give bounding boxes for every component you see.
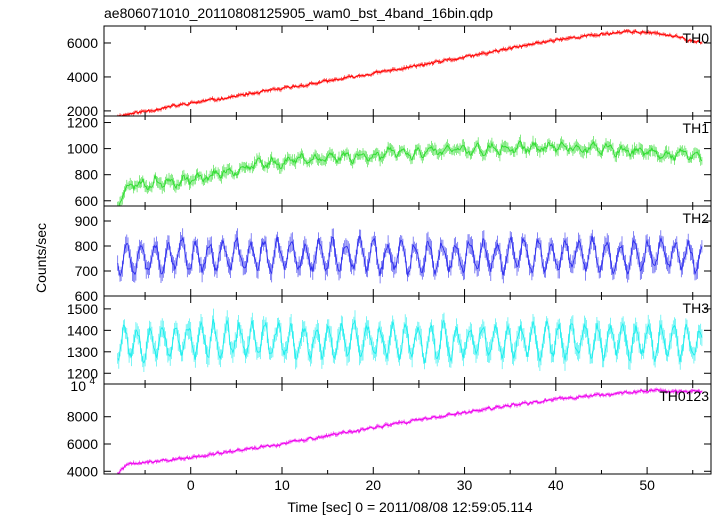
series-label-th0: TH0 bbox=[683, 30, 710, 46]
y-tick-label: 4000 bbox=[67, 463, 98, 479]
y-axis-label: Counts/sec bbox=[33, 223, 49, 293]
series-label-th0123: TH0123 bbox=[659, 388, 709, 404]
series-line-th2 bbox=[117, 234, 703, 278]
x-tick-label: 30 bbox=[457, 477, 473, 493]
panel-th1: 600 800 1000 1200 TH1 bbox=[67, 115, 712, 209]
x-tick-label: 0 bbox=[187, 477, 195, 493]
series-line-th3 bbox=[117, 318, 703, 364]
panel-th0: 2000 4000 6000 TH0 bbox=[67, 25, 712, 119]
y-tick-label: 6000 bbox=[67, 436, 98, 452]
y-tick-label: 6000 bbox=[67, 35, 98, 51]
y-tick-label: 1500 bbox=[67, 301, 98, 317]
x-tick-labels: 0 10 20 30 40 50 bbox=[187, 477, 655, 493]
y-tick-label: 8000 bbox=[67, 409, 98, 425]
series-line-th1 bbox=[117, 140, 703, 207]
x-axis-label: Time [sec] 0 = 2011/08/08 12:59:05.114 bbox=[287, 499, 533, 515]
x-tick-label: 40 bbox=[548, 477, 564, 493]
panel-frame bbox=[103, 115, 712, 207]
chart-title: ae806071010_20110808125905_wam0_bst_4ban… bbox=[104, 5, 493, 21]
series-label-th1: TH1 bbox=[683, 120, 710, 136]
series-line-th0 bbox=[117, 29, 703, 117]
x-tick-label: 10 bbox=[274, 477, 290, 493]
y-tick-label: 800 bbox=[75, 238, 99, 254]
y-tick-label-top: 10 bbox=[70, 378, 86, 394]
panel-th0123: 4000 6000 8000 10 4 TH0123 bbox=[67, 376, 712, 479]
y-tick-label: 2000 bbox=[67, 103, 98, 119]
series-label-th3: TH3 bbox=[683, 300, 710, 316]
error-bars-th0 bbox=[117, 29, 703, 116]
series-label-th2: TH2 bbox=[683, 210, 710, 226]
panel-frame bbox=[103, 383, 712, 475]
y-tick-label: 1300 bbox=[67, 344, 98, 360]
y-tick-label: 1200 bbox=[67, 365, 98, 381]
panel-th3: 1200 1300 1400 1500 TH3 bbox=[67, 295, 712, 385]
y-tick-label-exponent: 4 bbox=[89, 376, 95, 387]
x-tick-label: 20 bbox=[365, 477, 381, 493]
y-tick-label: 1400 bbox=[67, 322, 98, 338]
x-tick-label: 50 bbox=[639, 477, 655, 493]
y-tick-label: 700 bbox=[75, 263, 99, 279]
series-line-th0123 bbox=[117, 388, 703, 475]
y-tick-label: 600 bbox=[75, 193, 99, 209]
y-tick-label: 4000 bbox=[67, 69, 98, 85]
panel-th2: 600 700 800 900 TH2 bbox=[75, 205, 712, 304]
y-tick-label: 800 bbox=[75, 167, 99, 183]
error-bars-th2 bbox=[117, 228, 703, 284]
y-tick-label: 900 bbox=[75, 213, 99, 229]
y-tick-label: 1000 bbox=[67, 141, 98, 157]
error-bars-th0123 bbox=[117, 387, 703, 474]
error-bars-th1 bbox=[117, 134, 703, 206]
chart-panels: 2000 4000 6000 TH0 600 800 1000 1200 TH1 600 700 80… bbox=[67, 25, 712, 479]
y-tick-label: 600 bbox=[75, 288, 99, 304]
y-tick-label: 1200 bbox=[67, 115, 98, 131]
